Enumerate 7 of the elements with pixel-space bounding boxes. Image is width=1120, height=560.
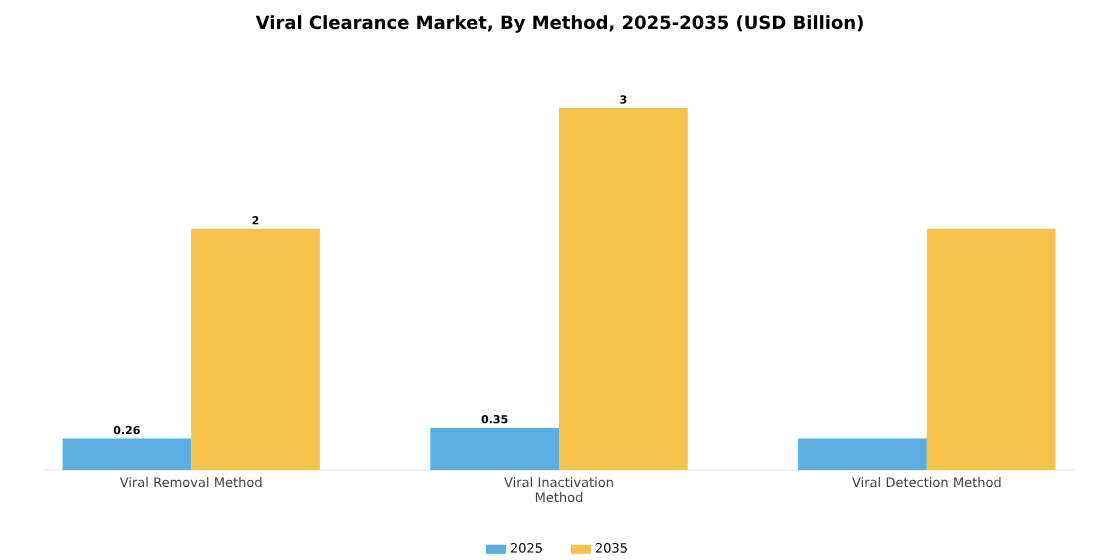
bar <box>191 228 320 470</box>
chart-title: Viral Clearance Market, By Method, 2025-2035 (USD Billion) <box>255 15 863 33</box>
bar <box>430 427 559 470</box>
bar <box>798 438 927 470</box>
bar <box>559 108 688 470</box>
bar <box>926 228 1056 470</box>
bar <box>62 438 192 470</box>
